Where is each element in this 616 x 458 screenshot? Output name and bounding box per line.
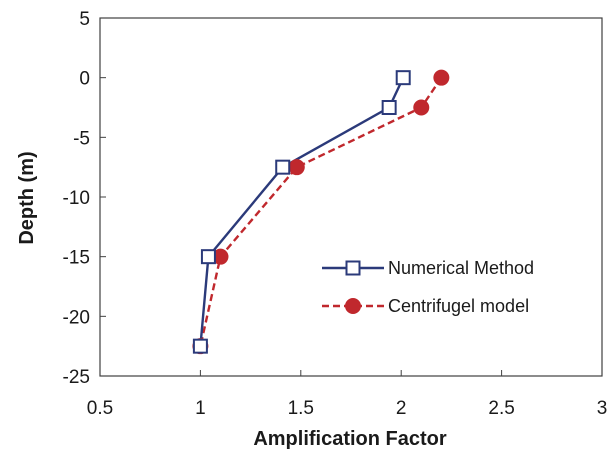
x-tick-label: 2.5 [488,398,514,419]
x-tick-label: 1.5 [288,398,314,419]
data-point-1 [433,69,450,86]
x-tick-label: 1 [195,398,206,419]
legend-marker-0 [345,260,361,276]
data-point-0 [395,70,411,86]
y-tick-label: -5 [73,128,90,149]
y-tick-label: -15 [63,248,90,269]
y-tick-label: 0 [79,69,90,90]
y-tick-label: 5 [79,9,90,30]
data-point-0 [275,159,291,175]
y-tick-label: -25 [63,367,90,388]
x-tick-label: 0.5 [87,398,113,419]
x-axis-title: Amplification Factor [253,428,447,450]
y-tick-label: -20 [63,307,90,328]
data-point-1 [288,159,305,176]
x-tick-label: 2 [396,398,407,419]
y-tick-label: -10 [63,188,90,209]
data-point-0 [192,338,208,354]
plot-frame [99,17,603,377]
legend-marker-1 [345,298,361,314]
data-point-1 [413,99,430,116]
data-point-0 [200,249,216,265]
legend-label: Centrifugel model [388,296,529,316]
x-tick-label: 3 [597,398,608,419]
y-axis-title: Depth (m) [16,151,38,244]
data-point-0 [381,100,397,115]
series-line-1 [199,77,443,347]
legend-label: Numerical Method [388,258,534,278]
